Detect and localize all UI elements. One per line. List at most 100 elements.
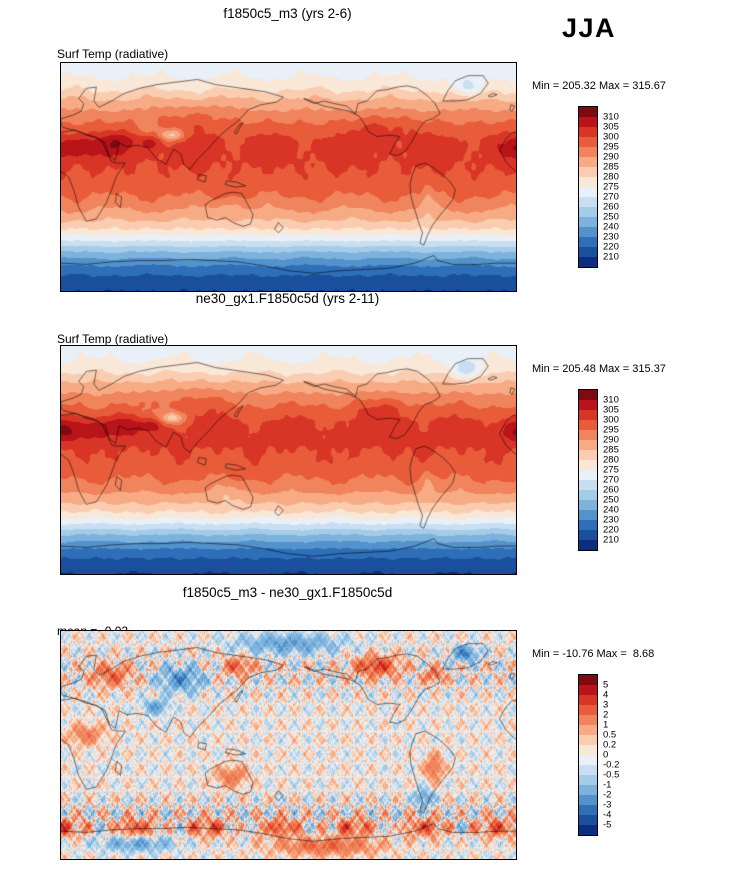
colorbar-box: [579, 390, 597, 400]
colorbar-tick-label: 270: [603, 474, 619, 486]
colorbar-tick-label: 280: [603, 454, 619, 466]
colorbar-box: [579, 785, 597, 795]
variable-label: Surf Temp (radiative): [57, 332, 169, 346]
colorbar-box: [579, 540, 597, 550]
stats-row-model1: Surf Temp (radiative) mean= 289.36 K: [57, 33, 515, 89]
colorbar-tick-label: 4: [603, 689, 609, 701]
colorbar-tick-label: 295: [603, 141, 619, 153]
colorbar-box: [579, 187, 597, 197]
colorbar-box: [579, 460, 597, 470]
colorbar-tick-label: 300: [603, 131, 619, 143]
colorbar-box: [579, 227, 597, 237]
colorbar-tick-label: 310: [603, 111, 619, 123]
colorbar-box: [579, 247, 597, 257]
colorbar-boxes: [578, 674, 598, 836]
minmax-label-model1: Min = 205.32 Max = 315.67: [532, 80, 666, 92]
minmax-label-model2: Min = 205.48 Max = 315.37: [532, 363, 666, 375]
colorbar-tick-label: 5: [603, 679, 609, 691]
colorbar-box: [579, 685, 597, 695]
colorbar-box: [579, 410, 597, 420]
colorbar-tick-label: 310: [603, 394, 619, 406]
colorbar-tick-label: 0.2: [603, 739, 617, 751]
colorbar-box: [579, 440, 597, 450]
colorbar-tick-label: -0.2: [603, 759, 620, 771]
colorbar-box: [579, 795, 597, 805]
colorbar-box: [579, 430, 597, 440]
colorbar-box: [579, 177, 597, 187]
panel-title-model2: ne30_gx1.F1850c5d (yrs 2-11): [195, 291, 380, 306]
colorbar-box: [579, 500, 597, 510]
colorbar-box: [579, 490, 597, 500]
colorbar-box: [579, 117, 597, 127]
colorbar-tick-label: 290: [603, 151, 619, 163]
colorbar-model1: 310 305 300 295 290 285 280 275 270 260 250 240 230 2…: [578, 106, 642, 270]
colorbar-tick-label: 0.5: [603, 729, 617, 741]
panel-title-model1: f1850c5_m3 (yrs 2-6): [223, 6, 352, 21]
colorbar-box: [579, 695, 597, 705]
colorbar-box: [579, 137, 597, 147]
colorbar-box: [579, 765, 597, 775]
colorbar-box: [579, 530, 597, 540]
map-canvas-difference: [60, 630, 517, 860]
colorbar-tick-label: 270: [603, 191, 619, 203]
colorbar-difference: 5 4 3 2 1 0.5 0.2 0 -0.2 -0.5 -1 -2 -3 -4 -5: [578, 674, 642, 838]
colorbar-tick-label: 305: [603, 121, 619, 133]
stats-row-model2: Surf Temp (radiative) mean= 289.38 K: [57, 318, 515, 374]
colorbar-tick-label: -5: [603, 819, 612, 831]
colorbar-tick-label: 220: [603, 524, 619, 536]
colorbar-tick-label: 210: [603, 251, 619, 263]
colorbar-tick-label: 3: [603, 699, 609, 711]
season-label: JJA: [562, 13, 617, 43]
colorbar-tick-label: -2: [603, 789, 612, 801]
colorbar-tick-label: 260: [603, 484, 619, 496]
panel-title-difference: f1850c5_m3 - ne30_gx1.F1850c5d: [182, 585, 393, 600]
colorbar-box: [579, 480, 597, 490]
map-canvas-model1: [60, 62, 517, 292]
colorbar-box: [579, 207, 597, 217]
colorbar-box: [579, 107, 597, 117]
colorbar-tick-label: 285: [603, 444, 619, 456]
colorbar-tick-label: 275: [603, 181, 619, 193]
colorbar-tick-label: 290: [603, 434, 619, 446]
colorbar-box: [579, 420, 597, 430]
colorbar-tick-label: -1: [603, 779, 612, 791]
colorbar-tick-label: 250: [603, 494, 619, 506]
colorbar-box: [579, 705, 597, 715]
colorbar-tick-label: 240: [603, 504, 619, 516]
colorbar-tick-label: -4: [603, 809, 612, 821]
colorbar-tick-label: -3: [603, 799, 612, 811]
colorbar-tick-label: 300: [603, 414, 619, 426]
colorbar-tick-label: 295: [603, 424, 619, 436]
colorbar-box: [579, 725, 597, 735]
colorbar-box: [579, 805, 597, 815]
colorbar-tick-label: 240: [603, 221, 619, 233]
minmax-label-difference: Min = -10.76 Max = 8.68: [532, 648, 655, 660]
colorbar-box: [579, 675, 597, 685]
colorbar-box: [579, 197, 597, 207]
colorbar-box: [579, 715, 597, 725]
colorbar-box: [579, 775, 597, 785]
colorbar-labels: 310 305 300 295 290 285 280 275 270 260 250 240 230 2…: [603, 107, 641, 267]
colorbar-box: [579, 400, 597, 410]
colorbar-box: [579, 825, 597, 835]
colorbar-box: [579, 257, 597, 267]
colorbar-tick-label: 210: [603, 534, 619, 546]
colorbar-tick-label: 305: [603, 404, 619, 416]
colorbar-box: [579, 470, 597, 480]
colorbar-box: [579, 237, 597, 247]
colorbar-box: [579, 147, 597, 157]
stats-row-difference: mean = -0.02 rmse = 0.79 K: [57, 610, 515, 666]
colorbar-box: [579, 127, 597, 137]
map-canvas-model2: [60, 345, 517, 575]
colorbar-labels: 310 305 300 295 290 285 280 275 270 260 250 240 230 2…: [603, 390, 641, 550]
colorbar-tick-label: 2: [603, 709, 609, 721]
colorbar-model2: 310 305 300 295 290 285 280 275 270 260 250 240 230 2…: [578, 389, 642, 553]
colorbar-labels: 5 4 3 2 1 0.5 0.2 0 -0.2 -0.5 -1 -2 -3 -4 -5: [603, 675, 641, 835]
colorbar-tick-label: 285: [603, 161, 619, 173]
colorbar-tick-label: 1: [603, 719, 609, 731]
colorbar-tick-label: 250: [603, 211, 619, 223]
colorbar-tick-label: 230: [603, 231, 619, 243]
colorbar-tick-label: -0.5: [603, 769, 620, 781]
colorbar-tick-label: 260: [603, 201, 619, 213]
